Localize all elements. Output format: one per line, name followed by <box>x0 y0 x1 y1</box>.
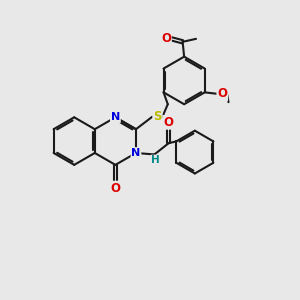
Text: N: N <box>131 148 141 158</box>
Text: O: O <box>163 116 173 129</box>
Text: S: S <box>153 110 162 123</box>
Text: H: H <box>151 155 160 165</box>
Text: O: O <box>217 87 227 100</box>
Text: O: O <box>161 32 171 45</box>
Text: N: N <box>111 112 120 122</box>
Text: O: O <box>110 182 120 194</box>
